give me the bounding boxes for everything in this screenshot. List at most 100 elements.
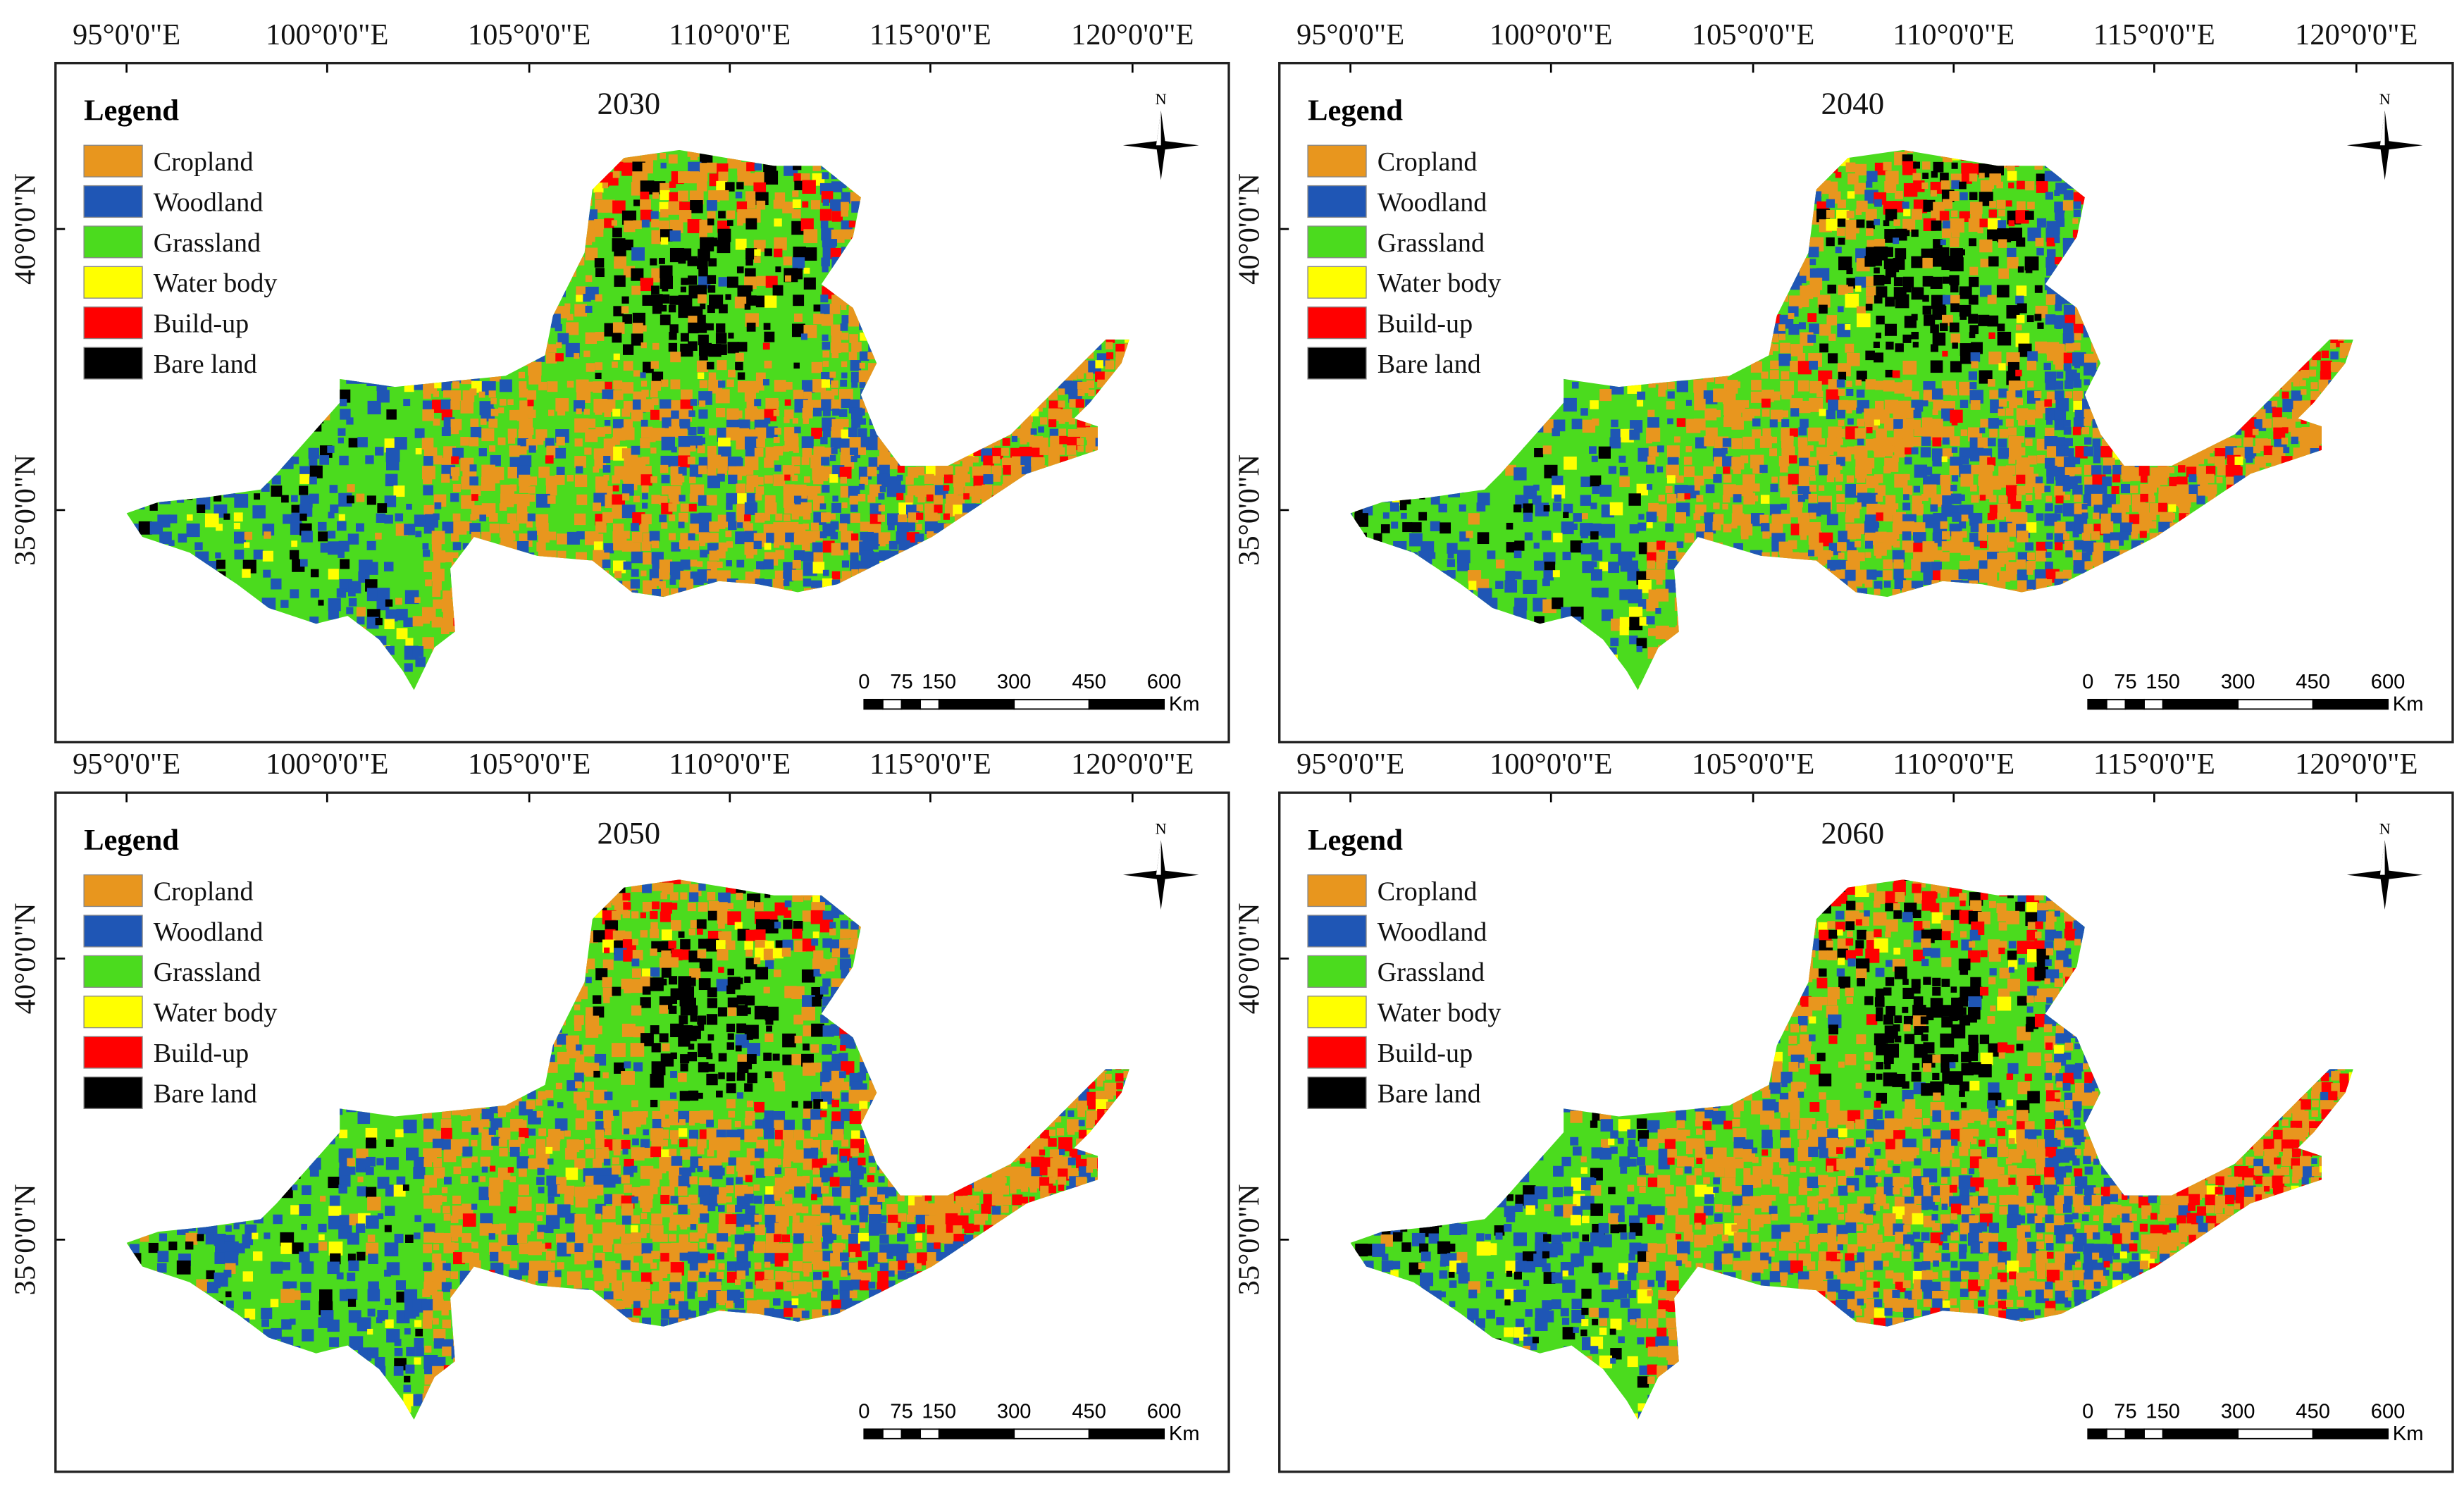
land-cover-patch bbox=[650, 447, 657, 454]
land-cover-patch bbox=[905, 314, 920, 328]
land-cover-patch bbox=[641, 457, 650, 465]
land-cover-patch bbox=[2141, 219, 2152, 230]
land-cover-patch bbox=[602, 512, 613, 523]
land-cover-patch bbox=[1096, 578, 1107, 588]
land-cover-patch bbox=[1030, 559, 1041, 569]
land-cover-patch bbox=[915, 218, 925, 228]
land-cover-patch bbox=[1029, 199, 1039, 209]
land-cover-patch bbox=[412, 616, 423, 626]
land-cover-patch bbox=[649, 531, 660, 542]
land-cover-patch bbox=[261, 598, 276, 612]
land-cover-patch bbox=[490, 324, 505, 338]
land-cover-patch bbox=[709, 533, 719, 543]
land-cover-patch bbox=[576, 211, 584, 219]
land-cover-patch bbox=[936, 172, 946, 181]
land-cover-patch bbox=[385, 149, 398, 156]
north-arrow-icon: N bbox=[1122, 90, 1199, 180]
land-cover-patch bbox=[423, 352, 438, 366]
land-cover-patch bbox=[1658, 240, 1671, 253]
land-cover-patch bbox=[385, 645, 395, 655]
land-cover-patch bbox=[2253, 192, 2265, 204]
land-cover-patch bbox=[414, 428, 425, 438]
land-cover-patch bbox=[896, 522, 909, 534]
land-cover-patch bbox=[1116, 314, 1127, 325]
land-cover-patch bbox=[689, 524, 700, 535]
land-cover-patch bbox=[490, 474, 500, 484]
land-cover-patch bbox=[991, 247, 1001, 257]
land-cover-patch bbox=[860, 149, 866, 151]
land-cover-patch bbox=[185, 256, 195, 267]
land-cover-patch bbox=[507, 637, 515, 645]
land-cover-patch bbox=[924, 456, 933, 464]
land-cover-patch bbox=[736, 635, 744, 643]
land-cover-patch bbox=[1134, 342, 1141, 349]
land-cover-patch bbox=[595, 427, 605, 437]
land-cover-patch bbox=[528, 230, 541, 243]
land-cover-patch bbox=[1116, 371, 1125, 380]
land-cover-patch bbox=[1845, 162, 1856, 173]
land-cover-patch bbox=[829, 275, 839, 285]
land-cover-patch bbox=[972, 607, 982, 617]
land-cover-patch bbox=[1124, 304, 1129, 316]
land-cover-patch bbox=[991, 371, 1005, 385]
land-cover-patch bbox=[822, 199, 829, 206]
land-cover-patch bbox=[1012, 287, 1022, 297]
land-cover-patch bbox=[2311, 154, 2323, 166]
land-cover-patch bbox=[717, 360, 727, 371]
land-cover-patch bbox=[803, 524, 809, 530]
land-cover-patch bbox=[2226, 211, 2236, 221]
land-cover-patch bbox=[915, 533, 924, 543]
land-cover-patch bbox=[2072, 218, 2079, 224]
land-cover-patch bbox=[194, 466, 209, 481]
land-cover-patch bbox=[197, 674, 205, 683]
land-cover-patch bbox=[187, 381, 199, 393]
land-cover-patch bbox=[2148, 211, 2163, 225]
land-cover-patch bbox=[204, 513, 219, 528]
land-cover-patch bbox=[943, 618, 955, 630]
land-cover-patch bbox=[1057, 181, 1071, 195]
land-cover-patch bbox=[2141, 162, 2154, 175]
land-cover-patch bbox=[450, 228, 465, 243]
land-cover-patch bbox=[1011, 333, 1025, 346]
land-cover-patch bbox=[1087, 171, 1094, 178]
land-cover-patch bbox=[1741, 211, 1754, 224]
land-cover-patch bbox=[2111, 192, 2124, 204]
land-cover-patch bbox=[764, 656, 779, 671]
land-cover-patch bbox=[2320, 209, 2332, 221]
land-cover-patch bbox=[1106, 334, 1115, 343]
land-cover-patch bbox=[356, 285, 366, 295]
land-cover-patch bbox=[1048, 390, 1058, 400]
land-cover-patch bbox=[576, 256, 585, 266]
land-cover-patch bbox=[764, 693, 776, 705]
land-cover-patch bbox=[917, 248, 931, 263]
land-cover-patch bbox=[896, 228, 910, 242]
land-cover-patch bbox=[810, 619, 821, 629]
land-cover-patch bbox=[897, 182, 905, 190]
land-cover-patch bbox=[991, 495, 1000, 503]
land-cover-patch bbox=[1086, 587, 1098, 600]
land-cover-patch bbox=[926, 390, 936, 400]
land-cover-patch bbox=[462, 552, 471, 561]
land-cover-patch bbox=[764, 543, 772, 550]
land-cover-patch bbox=[1096, 266, 1110, 279]
land-cover-patch bbox=[1106, 617, 1115, 626]
land-cover-patch bbox=[490, 276, 499, 285]
land-cover-patch bbox=[945, 532, 955, 543]
land-cover-patch bbox=[1079, 408, 1089, 419]
land-cover-patch bbox=[764, 636, 778, 650]
land-cover-patch bbox=[586, 419, 596, 428]
land-cover-patch bbox=[481, 579, 490, 588]
land-cover-patch bbox=[460, 342, 473, 354]
land-cover-patch bbox=[1648, 182, 1657, 191]
land-cover-patch bbox=[1771, 220, 1779, 228]
land-cover-patch bbox=[2177, 171, 2188, 182]
land-cover-patch bbox=[764, 684, 771, 691]
land-cover-patch bbox=[848, 540, 863, 555]
land-cover-patch bbox=[518, 209, 529, 220]
land-cover-patch bbox=[916, 524, 922, 531]
land-cover-patch bbox=[130, 485, 145, 500]
land-cover-patch bbox=[140, 445, 148, 453]
land-cover-patch bbox=[717, 228, 731, 242]
land-cover-patch bbox=[2046, 153, 2056, 163]
land-cover-patch bbox=[1684, 192, 1692, 201]
